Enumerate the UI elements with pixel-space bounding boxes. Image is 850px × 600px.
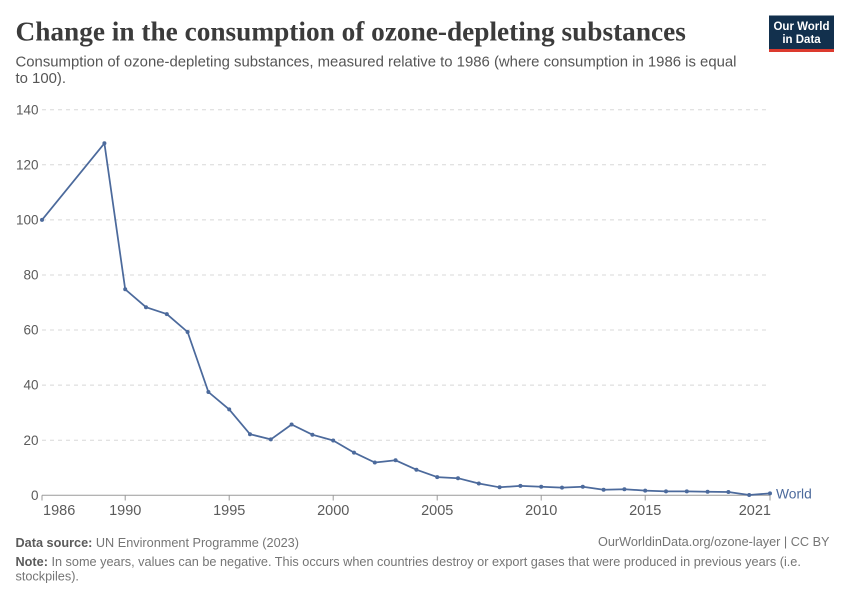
svg-text:Note: In some years, values ca: Note: In some years, values can be negat… [16, 555, 801, 569]
svg-text:2000: 2000 [317, 503, 349, 519]
svg-text:0: 0 [31, 488, 39, 503]
svg-text:2005: 2005 [421, 503, 453, 519]
svg-text:World: World [776, 487, 812, 502]
svg-text:2015: 2015 [629, 503, 661, 519]
svg-text:1990: 1990 [109, 503, 141, 519]
svg-text:Our World: Our World [773, 21, 829, 33]
svg-text:to 100).: to 100). [16, 71, 67, 87]
svg-text:OurWorldinData.org/ozone-layer: OurWorldinData.org/ozone-layer | CC BY [598, 535, 830, 549]
svg-text:Change in the consumption of o: Change in the consumption of ozone-deple… [16, 17, 686, 47]
svg-text:100: 100 [16, 213, 39, 228]
svg-text:120: 120 [16, 157, 39, 172]
svg-text:1986: 1986 [43, 503, 75, 519]
svg-text:60: 60 [23, 323, 38, 338]
svg-text:80: 80 [23, 268, 38, 283]
svg-text:Data source: UN Environment Pr: Data source: UN Environment Programme (2… [16, 536, 299, 550]
svg-text:stockpiles).: stockpiles). [16, 569, 79, 583]
svg-text:2021: 2021 [739, 503, 771, 519]
svg-text:1995: 1995 [213, 503, 245, 519]
svg-text:40: 40 [23, 378, 38, 393]
svg-text:Consumption of ozone-depleting: Consumption of ozone-depleting substance… [16, 54, 737, 70]
svg-text:2010: 2010 [525, 503, 557, 519]
svg-text:in Data: in Data [782, 34, 821, 46]
svg-text:140: 140 [16, 102, 39, 117]
svg-text:20: 20 [23, 433, 38, 448]
